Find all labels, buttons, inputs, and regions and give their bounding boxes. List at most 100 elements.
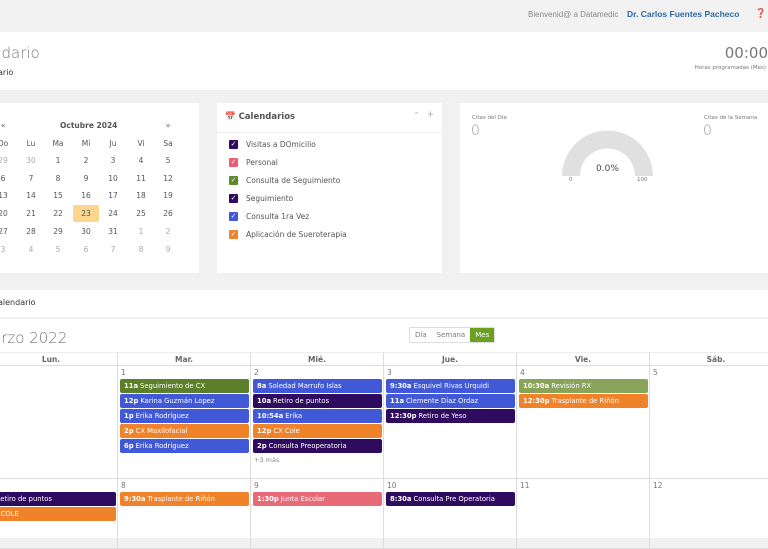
calendar-event[interactable]: 2p Consulta Preoperatoria	[253, 439, 382, 453]
view-week-button[interactable]: Semana	[436, 331, 466, 339]
mini-calendar-day[interactable]: 8	[138, 244, 144, 254]
calendar-event[interactable]: 1p Erika Rodríguez	[120, 409, 249, 423]
mini-calendar-day[interactable]: 24	[108, 209, 118, 219]
mini-calendar-day[interactable]: 28	[26, 226, 36, 236]
mini-calendar-day[interactable]: 7	[110, 244, 116, 254]
mini-calendar-day[interactable]: 2	[83, 156, 89, 165]
calendar-event[interactable]: 12p Karina Guzmán Lopez	[120, 394, 249, 408]
checkbox-checked-icon[interactable]: ✓	[229, 194, 238, 203]
user-name-link[interactable]: Dr. Carlos Fuentes Pacheco	[627, 9, 740, 19]
more-events-link[interactable]: +3 más	[254, 456, 280, 464]
mini-calendar-day[interactable]: 3	[0, 244, 6, 254]
calendar-event[interactable]: 10a Retiro de puntos	[253, 394, 382, 408]
mini-calendar-day[interactable]: 19	[163, 191, 173, 201]
calendar-filter-item[interactable]: ✓ Seguimiento	[229, 194, 293, 203]
mini-calendar-day[interactable]: 26	[163, 209, 173, 219]
mini-calendar-day[interactable]: 13	[0, 191, 8, 201]
mini-calendar-day[interactable]: 30	[26, 156, 36, 165]
calendar-event[interactable]: 8:30a Consulta Pre Operatoria	[386, 492, 515, 506]
mini-calendar-day[interactable]: 18	[136, 191, 146, 201]
calendar-event[interactable]: 10:54a Erika	[253, 409, 382, 423]
checkbox-checked-icon[interactable]: ✓	[229, 212, 238, 221]
day-cell[interactable]	[517, 479, 650, 549]
mini-calendar-day[interactable]: 20	[0, 209, 8, 219]
mini-calendar-day[interactable]: 29	[53, 226, 63, 236]
calendar-event[interactable]: 9:30a Trasplante de Riñón	[120, 492, 249, 506]
next-month-button[interactable]: »	[165, 121, 171, 130]
mini-calendar-day[interactable]: 9	[83, 173, 89, 183]
mini-calendar-day[interactable]: 12	[163, 173, 173, 183]
day-cell[interactable]	[517, 366, 650, 479]
calendar-event[interactable]: 9:30a Esquivel Rivas Urquidi	[386, 379, 515, 393]
mini-calendar-day[interactable]: 5	[165, 156, 171, 165]
mini-calendar-day[interactable]: 2	[165, 226, 171, 236]
mini-calendar-day[interactable]: 7	[28, 173, 34, 183]
mini-calendar-day[interactable]: 1	[138, 226, 144, 236]
mini-calendar-day[interactable]: 27	[0, 226, 8, 236]
event-title: Erika	[285, 412, 303, 420]
mini-calendar-day[interactable]: 23	[81, 209, 91, 219]
day-cell[interactable]	[251, 366, 384, 479]
mini-calendar-day[interactable]: 17	[108, 191, 118, 201]
day-header: Lun.	[0, 352, 118, 366]
calendar-event[interactable]: 12p CX Cole	[253, 424, 382, 438]
mini-calendar-day[interactable]: 6	[83, 244, 89, 254]
calendar-event[interactable]: 11a Clemente Díaz Ordaz	[386, 394, 515, 408]
mini-calendar-day[interactable]: 9	[165, 244, 171, 254]
calendar-event[interactable]: 6p Erika Rodríguez	[120, 439, 249, 453]
day-cell[interactable]	[650, 479, 768, 549]
mini-calendar-day[interactable]: 21	[26, 209, 36, 219]
mini-calendar-day[interactable]: 11	[136, 173, 146, 183]
calendar-filter-item[interactable]: ✓ Consulta 1ra Vez	[229, 212, 309, 221]
mini-calendar-day[interactable]: 4	[138, 156, 144, 165]
mini-calendar-day[interactable]: 10	[108, 173, 118, 183]
add-icon[interactable]: +	[426, 110, 434, 120]
collapse-icon[interactable]: ⌃	[412, 111, 420, 121]
checkbox-checked-icon[interactable]: ✓	[229, 158, 238, 167]
day-cell[interactable]	[384, 479, 517, 549]
calendar-filter-item[interactable]: ✓ Personal	[229, 158, 278, 167]
mini-calendar-day[interactable]: 16	[81, 191, 91, 201]
calendar-event[interactable]: 11a Seguimiento de CX	[120, 379, 249, 393]
mini-calendar-day[interactable]: 6	[0, 173, 6, 183]
mini-calendar-day[interactable]: 14	[26, 191, 36, 201]
calendar-event[interactable]: 12:30p Trasplante de Riñón	[519, 394, 648, 408]
view-day-button[interactable]: Día	[415, 331, 427, 339]
day-cell[interactable]	[0, 366, 118, 479]
checkbox-checked-icon[interactable]: ✓	[229, 176, 238, 185]
day-cell[interactable]	[118, 366, 251, 479]
calendar-filter-item[interactable]: ✓ Consulta de Seguimiento	[229, 176, 340, 185]
calendar-event[interactable]: 10:30a Revisión RX	[519, 379, 648, 393]
mini-calendar-day[interactable]: 4	[28, 244, 34, 254]
mini-calendar-day[interactable]: 30	[81, 226, 91, 236]
question-circle-icon[interactable]: ❓	[755, 9, 767, 19]
prev-month-button[interactable]: «	[0, 121, 6, 130]
mini-calendar-day[interactable]: 5	[55, 244, 61, 254]
calendar-event[interactable]: 8a Soledad Marrufo Islas	[253, 379, 382, 393]
calendar-event[interactable]: 12:30p Retiro de Yeso	[386, 409, 515, 423]
mini-calendar-day[interactable]: 3	[110, 156, 116, 165]
mini-calendar-day[interactable]: 31	[108, 226, 118, 236]
day-cell[interactable]	[251, 479, 384, 549]
checkbox-checked-icon[interactable]: ✓	[229, 230, 238, 239]
calendar-filter-item[interactable]: ✓ Visitas a DOmicilio	[229, 140, 316, 149]
event-time: 8:30a	[390, 495, 412, 503]
view-month-button[interactable]: Mes	[470, 328, 495, 342]
mini-calendar-day[interactable]: 1	[55, 156, 61, 165]
mini-calendar-day[interactable]: 15	[53, 191, 63, 201]
checkbox-checked-icon[interactable]: ✓	[229, 140, 238, 149]
calendar-filter-item[interactable]: ✓ Aplicación de Sueroterapia	[229, 230, 347, 239]
calendar-event[interactable]: CX COLE	[0, 507, 116, 521]
mini-calendar-day[interactable]: 25	[136, 209, 146, 219]
calendar-event[interactable]: 1:30p Junta Escolar	[253, 492, 382, 506]
event-title: Consulta Pre Operatoria	[413, 495, 495, 503]
day-cell[interactable]	[384, 366, 517, 479]
mini-calendar-day[interactable]: 29	[0, 156, 8, 165]
weekday-header: Sa	[163, 139, 173, 148]
day-cell[interactable]	[650, 366, 768, 479]
calendar-event[interactable]: 2p CX Maxilofacial	[120, 424, 249, 438]
day-cell[interactable]	[118, 479, 251, 549]
mini-calendar-day[interactable]: 22	[53, 209, 63, 219]
mini-calendar-day[interactable]: 8	[55, 173, 61, 183]
